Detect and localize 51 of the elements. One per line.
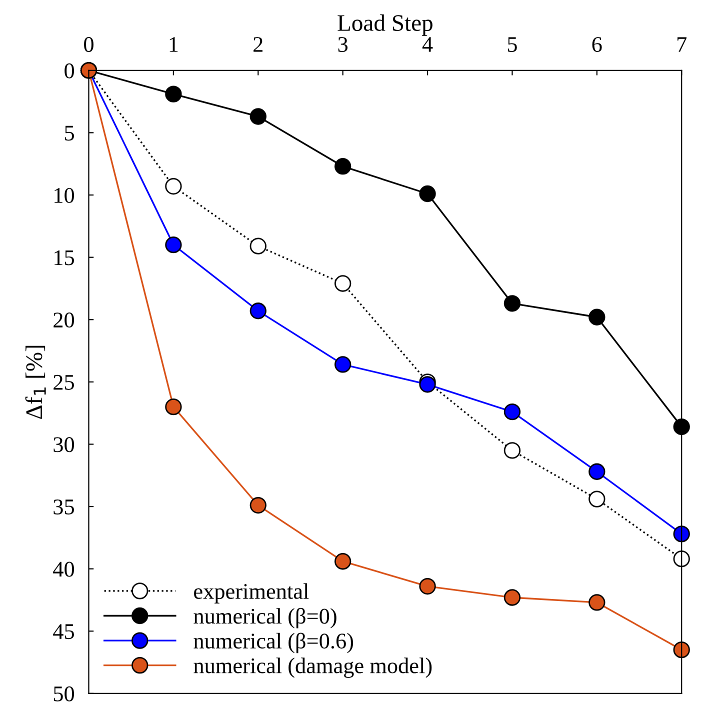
y-tick-label: 10 bbox=[54, 188, 74, 203]
x-tick-label: 4 bbox=[422, 37, 433, 52]
point bbox=[165, 236, 182, 254]
x-tick-label: 6 bbox=[592, 37, 602, 52]
point bbox=[419, 185, 436, 202]
point bbox=[165, 178, 182, 195]
y-tick-label: 45 bbox=[53, 624, 74, 640]
point bbox=[250, 302, 266, 320]
point bbox=[504, 403, 521, 420]
x-tick-label: 1 bbox=[170, 37, 178, 52]
point bbox=[504, 442, 521, 459]
y-tick-label: 35 bbox=[54, 500, 74, 514]
y-tick-label: 0 bbox=[64, 63, 74, 78]
point bbox=[673, 641, 690, 658]
y-tick-label: 20 bbox=[54, 312, 74, 328]
point bbox=[334, 275, 352, 292]
point bbox=[165, 86, 182, 102]
point bbox=[250, 108, 266, 125]
point bbox=[673, 418, 690, 436]
point bbox=[419, 578, 436, 595]
point bbox=[165, 398, 182, 416]
point bbox=[334, 356, 352, 373]
y-tick-label: 50 bbox=[54, 686, 74, 702]
y-tick-label: 30 bbox=[54, 437, 74, 452]
x-tick-label: 3 bbox=[338, 37, 348, 52]
point bbox=[588, 308, 606, 326]
point bbox=[673, 550, 690, 568]
x-axis-title: Load Step bbox=[338, 14, 432, 36]
point bbox=[334, 158, 352, 175]
x-tick-label: 7 bbox=[678, 37, 687, 52]
legend-label: numerical (β=0.6) bbox=[194, 632, 354, 654]
point bbox=[504, 295, 521, 312]
x-tick-label: 5 bbox=[508, 37, 517, 52]
legend-label: experimental bbox=[194, 583, 309, 604]
y-tick-label: 15 bbox=[54, 250, 74, 266]
x-tick-label: 0 bbox=[84, 37, 94, 52]
point bbox=[250, 496, 266, 514]
x-tick-label: 2 bbox=[254, 37, 262, 52]
y-axis-title: Δf$_{1}$ [%] bbox=[25, 346, 46, 419]
point bbox=[504, 589, 521, 606]
y-tick-label: 40 bbox=[53, 562, 74, 577]
point bbox=[588, 594, 606, 611]
point bbox=[588, 463, 606, 480]
y-tick-label: 25 bbox=[54, 374, 74, 390]
legend-label: numerical (damage model) bbox=[194, 658, 432, 678]
point bbox=[250, 238, 266, 254]
legend-label: numerical (β=0) bbox=[194, 608, 336, 628]
y-tick-label: 5 bbox=[65, 126, 74, 141]
point bbox=[673, 526, 690, 542]
point bbox=[334, 553, 352, 570]
point bbox=[588, 490, 606, 508]
